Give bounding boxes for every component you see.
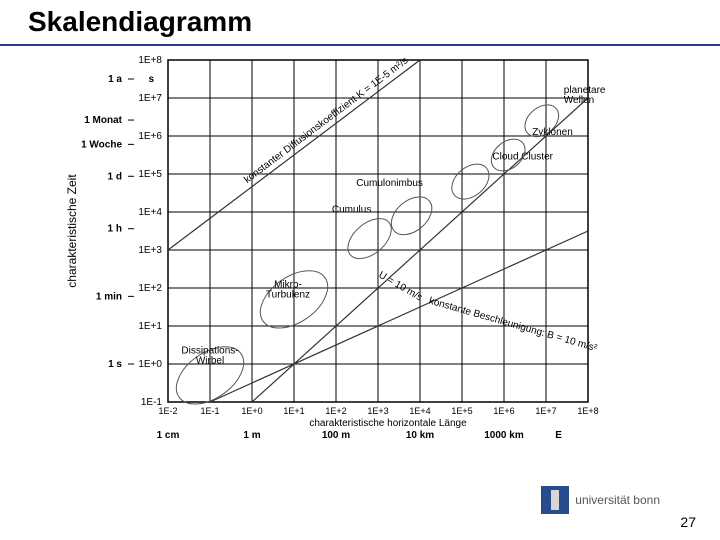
phenomenon-label: Cumulonimbus	[356, 178, 423, 189]
x-tick-label: 1E+3	[367, 406, 388, 416]
diagonal-label: konstanter Diffusionskoeffizient K = 1E-…	[242, 55, 410, 186]
y-secondary-label: 1 min	[96, 291, 122, 302]
x-tick-label: 1E+5	[451, 406, 472, 416]
y-tick-label: 1E+7	[138, 93, 162, 104]
y-secondary-label: 1 d	[108, 171, 122, 182]
page-number: 27	[680, 514, 696, 530]
y-tick-label: 1E+3	[138, 245, 162, 256]
y-tick-label: 1E+8	[138, 55, 162, 66]
x-tick-label: 1E-1	[200, 406, 219, 416]
y-tick-label: 1E+1	[138, 321, 162, 332]
x-tick-label: 1E+4	[409, 406, 430, 416]
x-tick-label: 1E+7	[535, 406, 556, 416]
x-secondary-label: E	[555, 430, 562, 441]
x-secondary-label: 1 m	[243, 430, 260, 441]
x-secondary-label: 1000 km	[484, 430, 524, 441]
x-secondary-label: 10 km	[406, 430, 434, 441]
x-tick-label: 1E+6	[493, 406, 514, 416]
y-secondary-label: 1 a	[108, 74, 122, 85]
y-tick-label: 1E+6	[138, 131, 162, 142]
x-tick-label: 1E+2	[325, 406, 346, 416]
y-tick-label: 1E+0	[138, 359, 162, 370]
diagonal-label: U = 10 m/s	[377, 270, 425, 304]
slide: Skalendiagramm 1E-21E-11E+01E+11E+21E+31…	[0, 0, 720, 540]
logo-icon	[541, 486, 569, 514]
diagonal-label: konstante Beschleunigung: B = 10 m/s²	[428, 296, 599, 355]
x-tick-label: 1E+1	[283, 406, 304, 416]
phenomenon-ellipse	[445, 157, 496, 206]
y-tick-label: 1E+2	[138, 283, 162, 294]
x-secondary-label: 100 m	[322, 430, 350, 441]
y-secondary-label: 1 h	[108, 224, 122, 235]
y-axis-label: charakteristische Zeit	[65, 174, 79, 288]
x-tick-label: 1E+8	[577, 406, 598, 416]
phenomenon-ellipse	[341, 211, 399, 267]
y-secondary-label: 1 s	[108, 359, 122, 370]
chart-svg: 1E-21E-11E+01E+11E+21E+31E+41E+51E+61E+7…	[60, 50, 620, 490]
university-logo: universität bonn	[541, 486, 660, 514]
y-secondary-label: 1 Woche	[81, 139, 122, 150]
university-name: universität bonn	[575, 493, 660, 507]
y-secondary-label: 1 Monat	[84, 115, 122, 126]
scale-diagram-chart: 1E-21E-11E+01E+11E+21E+31E+41E+51E+61E+7…	[60, 50, 620, 490]
x-tick-label: 1E+0	[241, 406, 262, 416]
phenomenon-label: Wirbel	[196, 355, 224, 366]
diagonal-line	[210, 231, 588, 402]
phenomenon-label: Wellen	[564, 95, 594, 106]
y-tick-label: 1E-1	[141, 397, 163, 408]
y-secondary-label: s	[148, 74, 154, 85]
y-tick-label: 1E+5	[138, 169, 162, 180]
x-axis-label: charakteristische horizontale Länge	[309, 418, 467, 429]
phenomenon-label: Cumulus	[332, 205, 371, 216]
phenomenon-label: Turbulenz	[266, 289, 310, 300]
title-bar: Skalendiagramm	[0, 0, 720, 46]
y-tick-label: 1E+4	[138, 207, 162, 218]
phenomenon-ellipse	[384, 189, 439, 242]
page-title: Skalendiagramm	[28, 6, 252, 38]
x-secondary-label: 1 cm	[157, 430, 180, 441]
